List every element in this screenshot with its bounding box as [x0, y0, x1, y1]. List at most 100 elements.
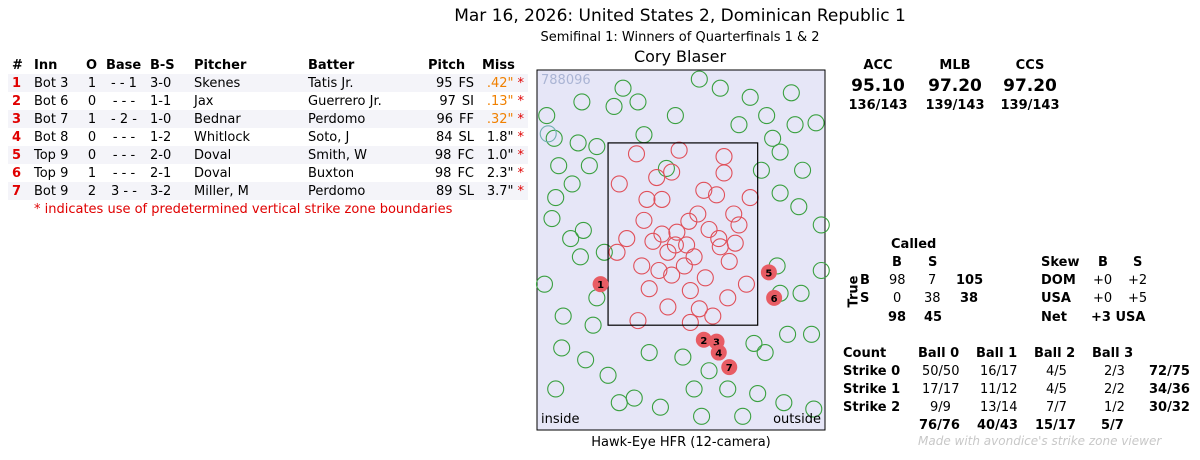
called-ball-point: [614, 79, 632, 97]
pitch-cell: 89 SL: [424, 182, 478, 200]
skew-net-value: +3 USA: [1091, 310, 1146, 325]
called-ball-point: [563, 175, 581, 193]
called-ball-point: [599, 366, 617, 384]
called-ball-point: [711, 79, 729, 97]
count-col-total-2: 15/17: [1035, 418, 1076, 433]
called-strike-point: [638, 190, 656, 208]
pitch-type: FC: [457, 165, 474, 181]
miss-distance: .13": [486, 93, 514, 109]
called-ball-point: [562, 230, 580, 248]
batter-cell: Buxton: [308, 165, 355, 181]
called-strike-point: [696, 269, 714, 287]
pitch-velocity: 96: [436, 111, 454, 127]
called-ball-point: [764, 129, 782, 147]
miss-distance: .32": [486, 111, 514, 127]
count-cell-1-3: 2/2: [1104, 382, 1125, 397]
miss-cell: .32" *: [478, 110, 528, 128]
called-strike-point: [670, 141, 688, 159]
called-strike-point: [685, 248, 703, 266]
inning-cell: Bot 6: [34, 93, 69, 109]
inning-cell: Bot 9: [30, 182, 82, 200]
row-number: 6: [12, 165, 22, 181]
row-number: 5: [8, 146, 30, 164]
missed-call-point: [766, 289, 783, 306]
called-strike-point: [707, 186, 726, 204]
pitch-cell: 84 SL: [424, 128, 478, 146]
count-cell: 3-2: [146, 182, 190, 200]
called-strike-point: [663, 266, 681, 284]
pitcher-cell: Miller, M: [190, 182, 304, 200]
called-ball-point: [640, 343, 658, 362]
called-ball-point: [543, 210, 561, 228]
called-ball-point: [756, 343, 774, 362]
miss-distance: 1.0": [486, 147, 514, 163]
called-strike-point: [653, 190, 671, 208]
called-ball-point: [693, 407, 711, 425]
pitch-cell: 98 FC: [424, 164, 478, 182]
count-cell-1-2: 4/5: [1046, 382, 1067, 397]
called-strike-point: [653, 225, 671, 243]
called-strike-point: [730, 216, 748, 234]
called-strike-point: [690, 300, 708, 318]
called-ball-point: [657, 159, 675, 177]
called-strike-point: [635, 211, 653, 229]
called-ball-point: [745, 334, 763, 352]
called-ball-point: [538, 107, 556, 125]
called-strike-point: [644, 232, 662, 250]
count-cell-1-1: 11/12: [980, 382, 1018, 397]
outs-cell: 1: [82, 74, 102, 92]
cell-bb: 98: [889, 273, 906, 288]
pitch-cell: 96 FF: [424, 110, 478, 128]
cell-bs: 7: [928, 273, 937, 288]
called-ball-point: [752, 161, 770, 179]
called-ball-point: [571, 248, 589, 266]
count-col-0: Ball 0: [918, 346, 960, 361]
inning-cell: Top 9: [34, 165, 69, 181]
batter-cell: Soto, J: [308, 129, 350, 145]
called-ball-point: [569, 134, 587, 152]
base-cell: - - -: [112, 165, 136, 181]
called-strike-point: [689, 205, 707, 223]
row-s-total: 38: [960, 291, 979, 306]
batter-cell: Perdomo: [304, 110, 424, 128]
missed-call-point: [592, 276, 609, 293]
game-subtitle: Semifinal 1: Winners of Quarterfinals 1 …: [540, 30, 820, 45]
row-number: 1: [8, 74, 30, 92]
base-cell: - - -: [112, 129, 136, 145]
missed-call-label: 3: [713, 338, 720, 349]
miss-cell: 1.0" *: [478, 146, 528, 164]
game-id: 788096: [541, 73, 591, 88]
x-axis-label: Hawk-Eye HFR (12-camera): [591, 435, 771, 450]
called-ball-point: [685, 380, 703, 398]
count-cell: 2-0: [146, 146, 190, 164]
row-number: 7: [8, 182, 30, 200]
vertical-zone-flag: *: [517, 93, 525, 109]
called-ball-point: [577, 351, 595, 369]
called-ball-point: [535, 275, 554, 293]
called-ball-point: [758, 107, 776, 125]
row-number: 3: [8, 110, 30, 128]
called-strike-point: [668, 223, 686, 241]
vertical-zone-flag: *: [517, 129, 525, 145]
col-b-total: 98: [888, 310, 907, 325]
called-ball-point: [802, 325, 821, 343]
base-cell: 3 - -: [102, 182, 146, 200]
called-strike-point: [726, 234, 744, 252]
count-cell: 1-2: [150, 129, 172, 145]
skew-row-2-b: +0: [1093, 291, 1113, 306]
strike-zone-chart: 1 2 34 5 6 7 788096 inside outside Hawk-Eye H…: [535, 69, 830, 450]
called-ball-point: [807, 114, 825, 132]
vertical-zone-flag: *: [517, 75, 525, 91]
skew-row-1-b: +0: [1093, 273, 1113, 288]
vertical-zone-flag: *: [517, 147, 525, 163]
count-row-0-label: Strike 0: [843, 364, 901, 379]
pitcher-cell: Doval: [190, 146, 304, 164]
called-ball-point: [779, 325, 797, 343]
pitch-type: SL: [458, 183, 475, 199]
count-cell-2-1: 13/14: [980, 400, 1018, 415]
ccs-label: CCS: [1015, 58, 1045, 73]
